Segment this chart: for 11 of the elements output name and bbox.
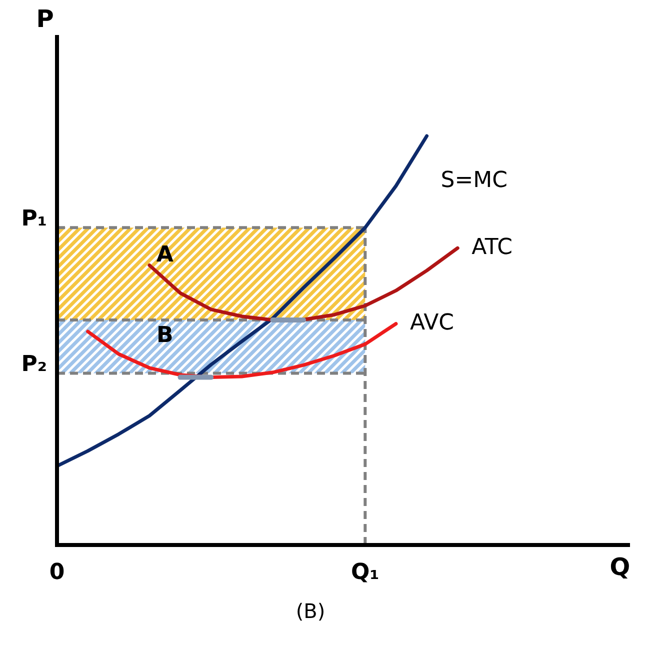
x-tick-label: 0	[49, 560, 65, 586]
ref-line-label: P₁	[21, 206, 47, 232]
y-axis-title: P	[36, 5, 54, 33]
series-label: ATC	[472, 235, 512, 260]
text: (B)	[296, 599, 326, 623]
x-tick-label: Q₁	[350, 560, 380, 586]
series-label: AVC	[410, 310, 454, 336]
ref-line-label: P₂	[21, 352, 47, 378]
x-axis-title: Q	[610, 553, 630, 581]
band-label: B	[156, 323, 174, 348]
series-label: S=MC	[440, 168, 508, 194]
